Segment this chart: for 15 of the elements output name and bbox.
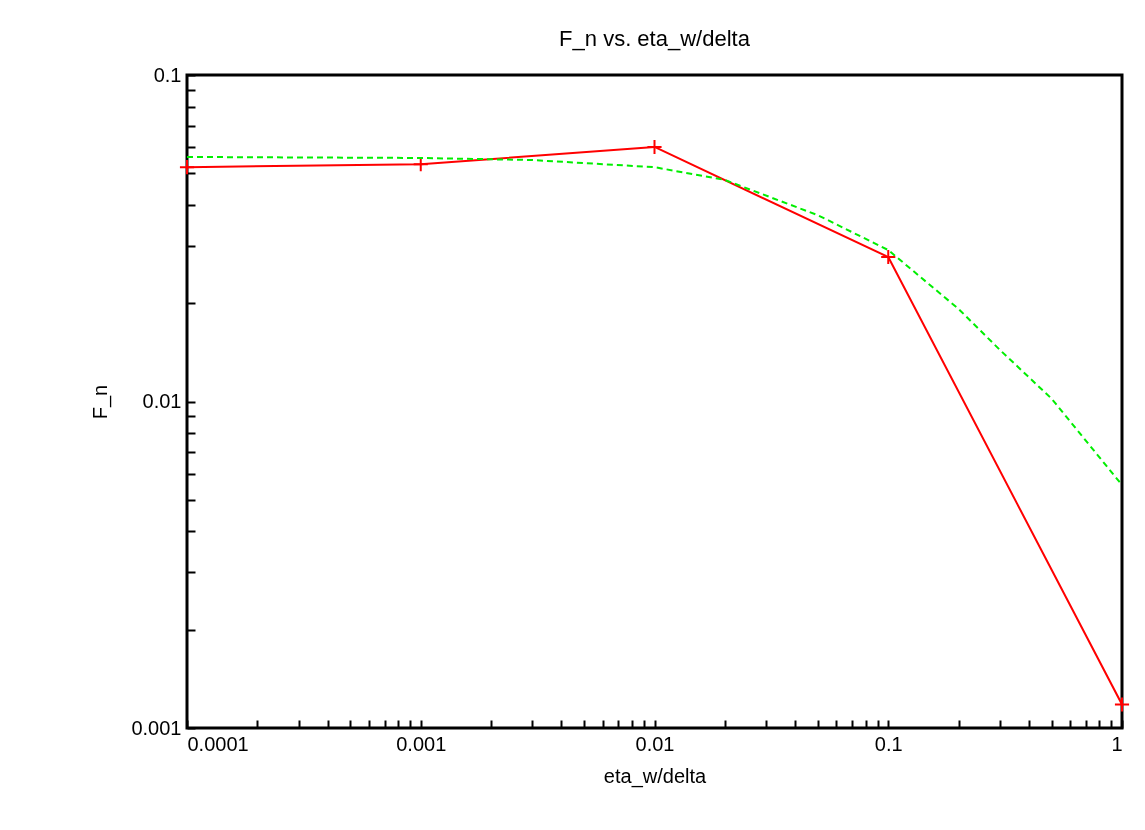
y-axis-title: F_n bbox=[89, 384, 113, 420]
y-tick-label: 0.001 bbox=[131, 716, 182, 739]
x-tick-label: 0.001 bbox=[396, 732, 447, 755]
x-tick-label: 0.0001 bbox=[187, 732, 249, 755]
x-tick-label: 0.01 bbox=[635, 732, 675, 755]
x-tick-label: 0.1 bbox=[874, 732, 903, 755]
x-tick-label: 1 bbox=[1111, 732, 1123, 755]
point bbox=[646, 138, 663, 156]
chart-title: F_n vs. eta_w/delta bbox=[559, 26, 751, 51]
x-axis-title: eta_w/delta bbox=[603, 764, 708, 788]
point bbox=[880, 248, 897, 266]
y-tick-label: 0.01 bbox=[142, 390, 182, 412]
point bbox=[1113, 696, 1131, 713]
point bbox=[178, 159, 196, 176]
y-tick-label: 0.1 bbox=[153, 63, 182, 86]
